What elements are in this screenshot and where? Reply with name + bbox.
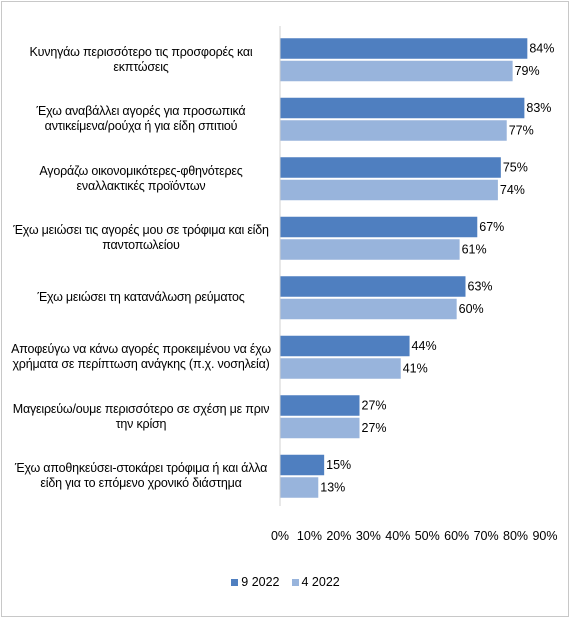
data-label-8-series-1: 15% <box>326 458 351 472</box>
data-label-1-series-1: 84% <box>529 42 554 56</box>
x-tick-label-3: 20% <box>326 529 351 543</box>
data-label-4-series-1: 67% <box>479 220 504 234</box>
x-tick-label-5: 40% <box>385 529 410 543</box>
legend-swatch-series-2 <box>291 578 299 586</box>
legend-swatch-series-1 <box>231 578 239 586</box>
data-label-8-series-2: 13% <box>320 481 345 495</box>
data-label-3-series-2: 74% <box>500 183 525 197</box>
data-label-6-series-1: 44% <box>412 339 437 353</box>
x-tick-label-2: 10% <box>297 529 322 543</box>
category-label-5: Έχω μειώσει τη κατανάλωση ρεύματος <box>37 290 245 305</box>
data-label-7-series-1: 27% <box>362 399 387 413</box>
bar-7-series-1 <box>280 395 360 416</box>
category-label-2: Έχω αναβάλλει αγορές για προσωπικά αντικ… <box>36 104 246 134</box>
category-label-6: Αποφεύγω να κάνω αγορές προκειμένου να έ… <box>11 342 271 372</box>
bar-2-series-2 <box>280 120 507 141</box>
x-tick-label-10: 90% <box>532 529 557 543</box>
legend-label-series-1: 9 2022 <box>241 575 280 589</box>
bar-1-series-2 <box>280 60 513 82</box>
category-label-3: Αγοράζω οικονομικότερες-φθηνότερες εναλλ… <box>39 163 243 193</box>
bar-6-series-1 <box>280 335 410 357</box>
bar-7-series-2 <box>280 417 360 439</box>
x-tick-label-8: 70% <box>474 529 499 543</box>
data-label-3-series-1: 75% <box>503 161 528 175</box>
x-axis: 0% 10% 20% 30% 40% 50% 60% 70% 80% 90% <box>271 26 558 543</box>
data-labels-group: 84% 79% 83% 77% 75% 74% 67% 61% 63% 60% 44% 41% 27% 2… <box>320 42 554 495</box>
legend-item-series-2: 4 2022 <box>291 575 340 589</box>
category-label-4: Έχω μειώσει τις αγορές μου σε τρόφιμα κα… <box>13 223 269 253</box>
bar-8-series-2 <box>280 477 319 498</box>
bar-3-series-2 <box>280 179 498 201</box>
data-label-1-series-2: 79% <box>515 64 540 78</box>
bar-2-series-1 <box>280 97 525 119</box>
data-label-2-series-1: 83% <box>526 101 551 115</box>
bar-5-series-2 <box>280 298 457 320</box>
category-label-8: Έχω αποθηκεύσει-στοκάρει τρόφιμα ή και ά… <box>14 461 268 491</box>
data-label-6-series-2: 41% <box>403 362 428 376</box>
bar-8-series-1 <box>280 454 325 476</box>
data-label-4-series-2: 61% <box>462 243 487 257</box>
bar-4-series-2 <box>280 239 460 260</box>
x-tick-label-1: 0% <box>271 529 289 543</box>
category-label-1: Κυνηγάω περισσότερο τις προσφορές και εκ… <box>29 44 253 74</box>
legend-label-series-2: 4 2022 <box>301 575 340 589</box>
x-tick-label-6: 50% <box>415 529 440 543</box>
bar-4-series-1 <box>280 216 478 238</box>
data-label-5-series-2: 60% <box>459 302 484 316</box>
category-label-7: Μαγειρεύω/ουμε περισσότερο σε σχέση με π… <box>12 401 270 431</box>
bar-1-series-1 <box>280 38 528 59</box>
data-label-7-series-2: 27% <box>362 421 387 435</box>
data-label-5-series-1: 63% <box>468 280 493 294</box>
bar-6-series-2 <box>280 358 401 379</box>
legend-item-series-1: 9 2022 <box>231 575 280 589</box>
data-label-2-series-2: 77% <box>509 124 534 138</box>
bar-5-series-1 <box>280 276 466 297</box>
x-tick-label-4: 30% <box>356 529 381 543</box>
legend: 9 2022 4 2022 <box>0 575 571 589</box>
bars-group <box>280 38 528 498</box>
x-tick-label-7: 60% <box>444 529 469 543</box>
x-tick-label-9: 80% <box>503 529 528 543</box>
bar-3-series-1 <box>280 157 501 178</box>
